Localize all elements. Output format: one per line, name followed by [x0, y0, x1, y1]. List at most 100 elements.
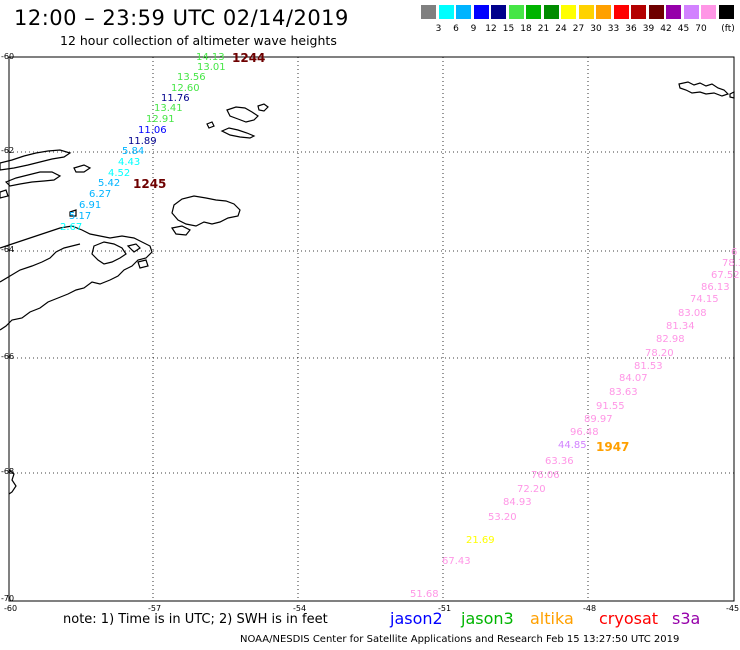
- wave-height-value: 13.41: [154, 103, 183, 114]
- clarence-island: [257, 103, 269, 112]
- legend-swatch: [578, 5, 594, 19]
- wave-height-value: 51.68: [410, 589, 439, 600]
- pass-time-label: 1245: [133, 177, 167, 191]
- wave-height-value: 11.76: [161, 93, 190, 104]
- legend-swatch: [701, 5, 716, 19]
- dundee-island: [171, 225, 191, 236]
- legend-label: 15: [502, 24, 515, 34]
- wave-height-value: 12.60: [171, 83, 200, 94]
- lat-label-62: -62: [1, 146, 15, 155]
- wave-height-value: 83.08: [678, 308, 707, 319]
- wave-height-value: 74.15: [690, 294, 719, 305]
- legend-label: 24: [555, 24, 567, 34]
- wave-height-value: 96.48: [570, 427, 599, 438]
- wave-height-value: 67.52: [711, 270, 740, 281]
- legend-label: 39: [642, 24, 655, 34]
- wave-height-value: 11.06: [138, 125, 167, 136]
- wave-height-value: 6.91: [79, 200, 102, 211]
- wave-height-value: 5.84: [122, 146, 145, 157]
- satellite-name-s3a: s3a: [672, 609, 701, 628]
- lon-label-48: -48: [583, 604, 597, 613]
- wave-height-value: 63.36: [545, 456, 574, 467]
- shetland-3: [73, 164, 92, 173]
- legend-swatch: [456, 5, 471, 19]
- lat-label-68: -68: [1, 467, 15, 476]
- wave-height-value: 13.56: [177, 72, 206, 83]
- lon-label-60: -60: [4, 604, 18, 613]
- legend-label: 70: [695, 24, 707, 34]
- legend-label: 21: [537, 24, 550, 34]
- legend-swatch: [718, 5, 734, 19]
- satellite-name-cryosat: cryosat: [599, 609, 659, 628]
- legend-swatch: [631, 5, 646, 19]
- south-shetland-west: [0, 189, 9, 199]
- legend-swatch: [508, 5, 524, 19]
- wave-height-value: 44.85: [558, 440, 587, 451]
- peninsula-inner-coast: [0, 243, 81, 283]
- wave-height-value: 86.13: [701, 282, 730, 293]
- lon-label-45: -45: [726, 604, 740, 613]
- south-orkney-islands: [678, 81, 730, 97]
- shetland-2: [4, 171, 62, 187]
- map-frame: [8, 56, 735, 602]
- legend-swatch: [648, 5, 664, 19]
- wave-height-value: 6.27: [89, 189, 112, 200]
- wave-height-value: 72.20: [517, 484, 546, 495]
- wave-height-value: 76.06: [531, 470, 560, 481]
- map-title: 12:00 – 23:59 UTC 02/14/2019: [14, 6, 349, 30]
- wave-height-value: 82.98: [656, 334, 685, 345]
- legend-label: 36: [625, 24, 637, 34]
- legend-label: 9: [470, 24, 477, 34]
- legend-swatch: [543, 5, 559, 19]
- legend-label: 6: [453, 24, 459, 34]
- lat-label-64: -64: [1, 245, 15, 254]
- wave-height-value: 89.97: [584, 414, 613, 425]
- wave-height-value: 81.53: [634, 361, 663, 372]
- wave-height-value: 81.34: [666, 321, 695, 332]
- coastlines: [0, 81, 735, 495]
- lat-label-66: -66: [1, 352, 15, 361]
- legend-label: 27: [572, 24, 585, 34]
- legend-swatch: [561, 5, 576, 19]
- james-ross-island: [91, 241, 127, 265]
- legend-swatch: [473, 5, 489, 19]
- note-text: note: 1) Time is in UTC; 2) SWH is in fe…: [63, 612, 328, 627]
- pass-time-label: 1947: [596, 440, 630, 454]
- satellite-name-jason2: jason2: [390, 609, 443, 628]
- south-sandwich-edge: [8, 469, 17, 495]
- elephant-island: [226, 106, 259, 123]
- legend-label: 45: [677, 24, 690, 34]
- wave-height-value: 21.69: [466, 535, 495, 546]
- wave-height-value: 4.43: [118, 157, 141, 168]
- king-george-islet-1: [220, 127, 256, 139]
- lon-label-51: -51: [438, 604, 452, 613]
- antarctic-peninsula: [0, 225, 153, 331]
- joinville-island: [171, 195, 241, 227]
- vega-island: [126, 243, 141, 253]
- legend-unit: (ft): [721, 24, 735, 34]
- legend-swatch: [666, 5, 681, 19]
- wave-height-value: 14.13: [196, 52, 225, 63]
- wave-height-value: 78.20: [645, 348, 674, 359]
- legend-swatch: [491, 5, 506, 19]
- map-subtitle: 12 hour collection of altimeter wave hei…: [60, 33, 337, 48]
- satellite-name-altika: altika: [530, 609, 574, 628]
- wave-height-value: 4.52: [108, 168, 131, 179]
- wave-height-value: 53.20: [488, 512, 517, 523]
- wave-height-value: 6: [731, 247, 738, 258]
- legend-label: 18: [520, 24, 532, 34]
- legend-label: 30: [590, 24, 602, 34]
- wave-height-value: 67.43: [442, 556, 471, 567]
- credit-line: NOAA/NESDIS Center for Satellite Applica…: [240, 634, 680, 645]
- snow-hill: [137, 259, 149, 269]
- legend-swatch: [438, 5, 454, 19]
- legend-swatch: [683, 5, 699, 19]
- pass-time-label: 1244: [232, 51, 266, 65]
- wave-height-value: 91.55: [596, 401, 625, 412]
- legend-swatch: [526, 5, 541, 19]
- wave-height-value: 5.42: [98, 178, 121, 189]
- wave-height-value: 2.67: [60, 222, 83, 233]
- king-george-islet-2: [206, 121, 215, 129]
- wave-height-value: 83.63: [609, 387, 638, 398]
